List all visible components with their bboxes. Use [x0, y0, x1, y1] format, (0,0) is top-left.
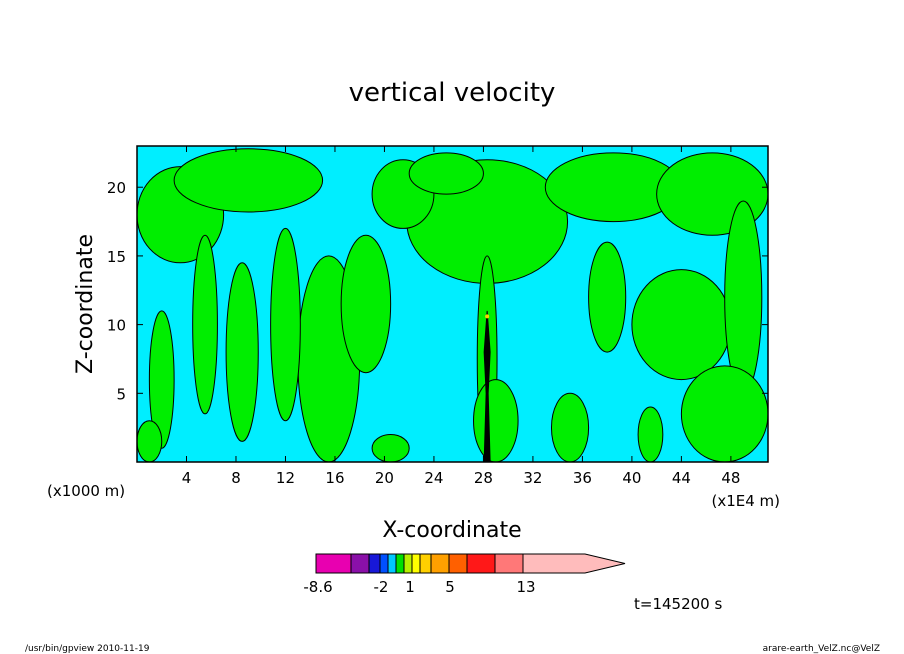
contour-region-0-17	[588, 241, 627, 353]
x-tick-label: 24	[424, 469, 443, 487]
x-tick-label: 12	[276, 469, 295, 487]
y-tick-label: 10	[107, 317, 126, 335]
colorbar-swatch	[411, 553, 421, 574]
time-label: t=145200 s	[634, 595, 722, 613]
contour-region-0-21	[137, 420, 163, 462]
x-unit-right: (x1E4 m)	[711, 492, 780, 510]
colorbar-label: 5	[445, 578, 455, 596]
contour-region-0-9	[192, 234, 218, 415]
colorbar-labels: -8.6 -2 1 5 13	[303, 578, 535, 596]
x-tick-label: 4	[182, 469, 192, 487]
colorbar-label: 13	[516, 578, 535, 596]
colorbar-swatch	[395, 553, 405, 574]
x-axis: 4 8 12 16 20 24 28 32 36 40 44 48	[182, 146, 740, 487]
contour-region-0-10	[148, 310, 175, 449]
updraft-peak-marker	[485, 314, 490, 319]
colorbar-swatch	[379, 553, 389, 574]
contour-region-0-18	[550, 392, 590, 462]
colorbar-swatch	[403, 553, 413, 574]
contour-region-0-22	[371, 434, 410, 462]
colorbar-label: -2	[374, 578, 389, 596]
contour-region-0-15	[631, 269, 732, 381]
y-tick-label: 20	[107, 179, 126, 197]
contour-region-0-2	[473, 379, 519, 462]
colorbar-swatch	[466, 553, 496, 574]
x-tick-label: 32	[523, 469, 542, 487]
colorbar-swatch	[315, 553, 352, 574]
colorbar-swatch-arrow	[522, 553, 626, 574]
contour-region-0-6	[340, 234, 392, 374]
contour-region-0-19	[680, 365, 768, 462]
colorbar-swatch	[419, 553, 432, 574]
x-axis-label: X-coordinate	[382, 518, 521, 543]
y-tick-label: 15	[107, 248, 126, 266]
contour-region-0-12	[408, 152, 484, 195]
colorbar-label: -8.6	[303, 578, 332, 596]
updraft-core-shape	[483, 310, 491, 462]
colorbar-swatch	[368, 553, 381, 574]
x-tick-label: 44	[672, 469, 691, 487]
x-tick-label: 16	[325, 469, 344, 487]
x-tick-label: 20	[375, 469, 394, 487]
contour-region-0-16	[724, 200, 763, 394]
x-tick-label: 8	[231, 469, 241, 487]
y-tick-label: 5	[116, 385, 126, 403]
colorbar-label: 1	[405, 578, 415, 596]
contour-region-0-4	[173, 148, 324, 213]
plot-area	[136, 145, 769, 463]
x-tick-label: 28	[474, 469, 493, 487]
colorbar-swatch	[387, 553, 397, 574]
colorbar-swatch	[494, 553, 524, 574]
contour-region-0-20	[637, 406, 664, 462]
colorbar-swatch	[350, 553, 370, 574]
y-axis: 5 10 15 20	[107, 179, 768, 403]
x-tick-label: 36	[573, 469, 592, 487]
footer-left: /usr/bin/gpview 2010-11-19	[25, 644, 150, 654]
contour-regions	[137, 148, 768, 462]
y-axis-label: Z-coordinate	[73, 234, 98, 374]
contour-region-0-7	[225, 262, 259, 442]
updraft-core	[483, 310, 491, 462]
contour-region-0-8	[270, 227, 301, 422]
colorbar-swatch	[448, 553, 468, 574]
chart-title: vertical velocity	[349, 78, 556, 108]
x-tick-label: 48	[721, 469, 740, 487]
colorbar	[315, 553, 626, 574]
footer-right: arare-earth_VelZ.nc@VelZ	[763, 644, 880, 654]
x-unit-left: (x1000 m)	[47, 482, 125, 500]
x-tick-label: 40	[622, 469, 641, 487]
colorbar-swatch	[430, 553, 450, 574]
plot-frame	[136, 145, 769, 463]
